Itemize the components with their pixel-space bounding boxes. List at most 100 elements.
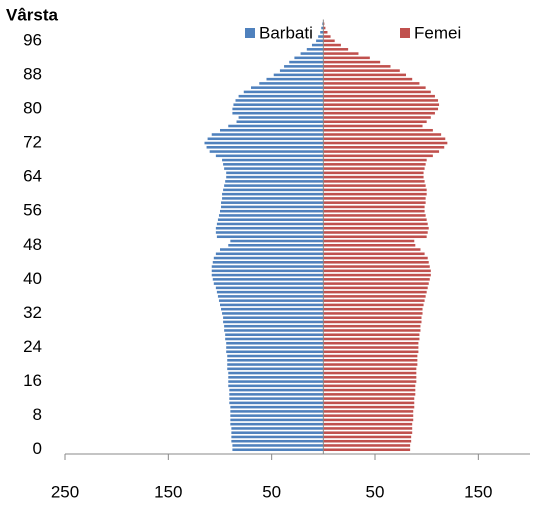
- bar: [284, 65, 324, 68]
- bar: [216, 235, 324, 239]
- bar: [323, 422, 413, 426]
- bar: [221, 307, 324, 311]
- bar: [230, 418, 324, 422]
- legend-swatch: [245, 28, 255, 38]
- bar: [323, 359, 418, 362]
- bar: [238, 94, 324, 98]
- bar: [323, 439, 412, 443]
- bar: [323, 90, 431, 94]
- x-tick-label: 50: [262, 482, 281, 501]
- legend-swatch: [400, 28, 410, 38]
- bar: [323, 320, 422, 324]
- bar: [323, 231, 428, 234]
- bar: [323, 418, 414, 422]
- bar: [323, 299, 425, 302]
- bar: [211, 133, 324, 136]
- bar: [323, 222, 428, 226]
- bar: [215, 252, 324, 256]
- bar: [323, 52, 359, 55]
- bar: [231, 431, 324, 434]
- bar: [318, 35, 324, 38]
- bar: [225, 333, 324, 337]
- bar: [323, 214, 426, 217]
- bar: [323, 282, 429, 285]
- bar: [323, 243, 416, 247]
- bar: [323, 82, 420, 85]
- bar: [323, 133, 442, 136]
- bar: [323, 290, 427, 294]
- bar: [323, 218, 427, 221]
- bar: [220, 209, 324, 213]
- bar: [323, 201, 426, 204]
- bar: [230, 239, 324, 243]
- bar: [323, 397, 415, 400]
- bar: [323, 278, 430, 281]
- bar: [323, 209, 425, 213]
- bar: [300, 52, 324, 55]
- bar: [231, 427, 324, 430]
- bar: [218, 214, 324, 217]
- bar: [216, 290, 324, 294]
- bar: [231, 435, 324, 439]
- bar: [211, 273, 324, 277]
- bar: [323, 171, 424, 175]
- bar: [322, 22, 324, 26]
- bar: [316, 39, 324, 43]
- bar: [323, 128, 433, 132]
- bar: [323, 43, 341, 47]
- bar: [217, 295, 324, 298]
- bar: [215, 231, 324, 234]
- bar: [222, 158, 324, 162]
- bar: [226, 171, 324, 175]
- bar: [323, 116, 431, 119]
- bar: [323, 188, 427, 192]
- bar: [259, 82, 324, 85]
- bar: [323, 235, 427, 239]
- bar: [215, 286, 324, 290]
- bar: [222, 192, 324, 196]
- y-tick-label: 8: [33, 405, 42, 424]
- bar: [217, 218, 324, 221]
- bar: [323, 307, 423, 311]
- bar: [323, 371, 417, 375]
- bar: [251, 86, 324, 89]
- bar: [323, 384, 416, 388]
- bar: [229, 393, 324, 396]
- bar: [323, 137, 446, 141]
- bar: [229, 388, 324, 392]
- bar: [323, 124, 423, 128]
- bar: [323, 341, 419, 345]
- bar: [224, 324, 324, 328]
- bar: [323, 256, 428, 260]
- bar: [323, 94, 435, 98]
- bar: [224, 167, 324, 170]
- bar: [236, 120, 324, 124]
- bar: [226, 350, 324, 354]
- bar: [323, 252, 425, 256]
- bar: [323, 346, 419, 349]
- bar: [225, 180, 324, 183]
- bar: [323, 158, 427, 162]
- bar: [323, 303, 424, 307]
- bar: [227, 359, 324, 362]
- bar: [323, 410, 414, 413]
- bar: [211, 265, 324, 268]
- y-tick-label: 80: [23, 98, 42, 117]
- bar: [215, 226, 324, 230]
- bar: [230, 422, 324, 426]
- bar: [222, 312, 324, 315]
- bar: [323, 226, 429, 230]
- bar: [323, 154, 433, 158]
- bar: [323, 380, 417, 383]
- bar: [323, 39, 335, 43]
- bar: [229, 397, 324, 400]
- bar: [323, 401, 415, 405]
- bar: [323, 205, 425, 209]
- bar: [209, 150, 324, 153]
- bar: [323, 329, 421, 332]
- bar: [323, 414, 414, 417]
- bar: [323, 26, 326, 30]
- bar: [243, 90, 324, 94]
- bar: [230, 410, 324, 413]
- bar: [223, 163, 324, 166]
